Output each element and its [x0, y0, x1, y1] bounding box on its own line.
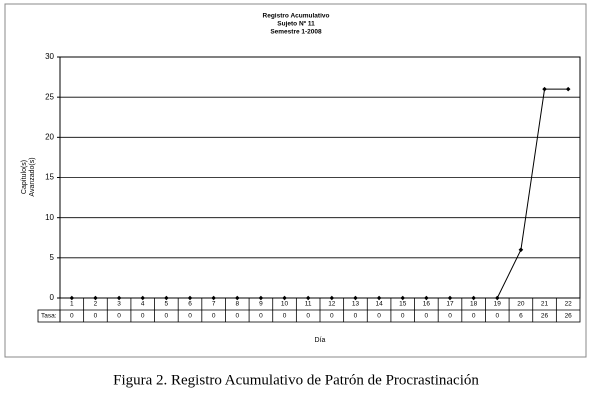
data-point — [471, 295, 476, 301]
data-point — [447, 295, 453, 301]
data-point — [164, 295, 169, 301]
x-tick-label: 9 — [259, 301, 263, 308]
data-point — [211, 295, 216, 301]
x-tick-label: 16 — [423, 301, 431, 308]
table-value: 0 — [306, 313, 310, 320]
y-axis-label: Capítulo(s) Avanzado(s) — [21, 157, 36, 196]
x-tick-label: 11 — [305, 301, 312, 308]
data-point — [494, 295, 500, 301]
x-tick-label: 20 — [517, 301, 525, 308]
table-value: 0 — [495, 313, 499, 320]
table-value: 0 — [401, 313, 405, 320]
data-point — [93, 295, 98, 301]
data-point — [376, 295, 382, 301]
x-tick-label: 7 — [212, 301, 216, 308]
x-tick-label: 19 — [494, 301, 502, 308]
data-point — [234, 295, 240, 301]
table-value: 0 — [472, 313, 476, 320]
table-value: 26 — [565, 313, 573, 320]
x-axis-label: Día — [315, 337, 326, 344]
data-point — [258, 295, 264, 301]
data-point — [565, 86, 571, 92]
x-tick-label: 18 — [470, 301, 478, 308]
chart-title: Sujeto Nº 11 — [277, 21, 315, 28]
y-tick-label: 0 — [50, 293, 55, 302]
table-label-cell — [37, 309, 61, 323]
y-tick-label: 20 — [45, 132, 54, 141]
data-point — [353, 295, 358, 301]
table-value: 26 — [541, 313, 549, 320]
y-axis-label-line: Avanzado(s) — [29, 157, 36, 196]
y-tick-label: 25 — [45, 92, 54, 101]
x-tick-label: 10 — [281, 301, 289, 308]
y-tick-label: 10 — [45, 213, 54, 222]
data-point — [187, 295, 193, 301]
x-tick-label: 6 — [188, 301, 192, 308]
table-value: 0 — [141, 313, 145, 320]
table-value: 0 — [377, 313, 381, 320]
data-point — [282, 295, 287, 301]
data-point — [116, 295, 122, 301]
x-tick-label: 15 — [399, 301, 407, 308]
x-tick-label: 5 — [165, 301, 169, 308]
data-point — [305, 295, 311, 301]
y-tick-label: 15 — [45, 173, 54, 182]
table-value: 0 — [448, 313, 452, 320]
table-value: 0 — [259, 313, 263, 320]
x-tick-label: 14 — [375, 301, 383, 308]
data-point — [424, 295, 429, 301]
chart-title: Registro Acumulativo — [263, 13, 330, 20]
table-value: 0 — [212, 313, 216, 320]
x-tick-label: 2 — [94, 301, 98, 308]
table-value: 0 — [283, 313, 287, 320]
table-value: 0 — [117, 313, 121, 320]
table-label: Tasa: — [41, 313, 57, 320]
x-tick-label: 1 — [70, 301, 74, 308]
x-tick-label: 21 — [541, 301, 549, 308]
data-point — [542, 86, 547, 92]
x-tick-label: 8 — [235, 301, 239, 308]
data-point — [140, 295, 146, 301]
table-value: 0 — [188, 313, 192, 320]
x-tick-label: 3 — [117, 301, 121, 308]
table-value: 0 — [94, 313, 98, 320]
table-value: 0 — [70, 313, 74, 320]
table-value: 0 — [235, 313, 239, 320]
y-tick-label: 30 — [45, 52, 54, 61]
table-value: 0 — [165, 313, 169, 320]
y-tick-label: 5 — [50, 253, 55, 262]
data-point — [69, 295, 75, 301]
y-axis-label-line: Capítulo(s) — [21, 160, 28, 194]
table-value: 0 — [425, 313, 429, 320]
data-point — [400, 295, 406, 301]
x-tick-label: 13 — [352, 301, 360, 308]
table-value: 0 — [354, 313, 358, 320]
caption: Figura 2. Registro Acumulativo de Patrón… — [113, 372, 479, 388]
x-tick-label: 22 — [565, 301, 573, 308]
x-tick-label: 12 — [328, 301, 336, 308]
x-tick-label: 17 — [446, 301, 454, 308]
x-tick-label: 4 — [141, 301, 145, 308]
chart-title: Semestre 1-2008 — [270, 29, 322, 36]
data-point — [329, 295, 335, 301]
data-point — [518, 247, 524, 253]
table-value: 0 — [330, 313, 334, 320]
data-line — [71, 88, 569, 299]
table-value: 6 — [519, 313, 523, 320]
